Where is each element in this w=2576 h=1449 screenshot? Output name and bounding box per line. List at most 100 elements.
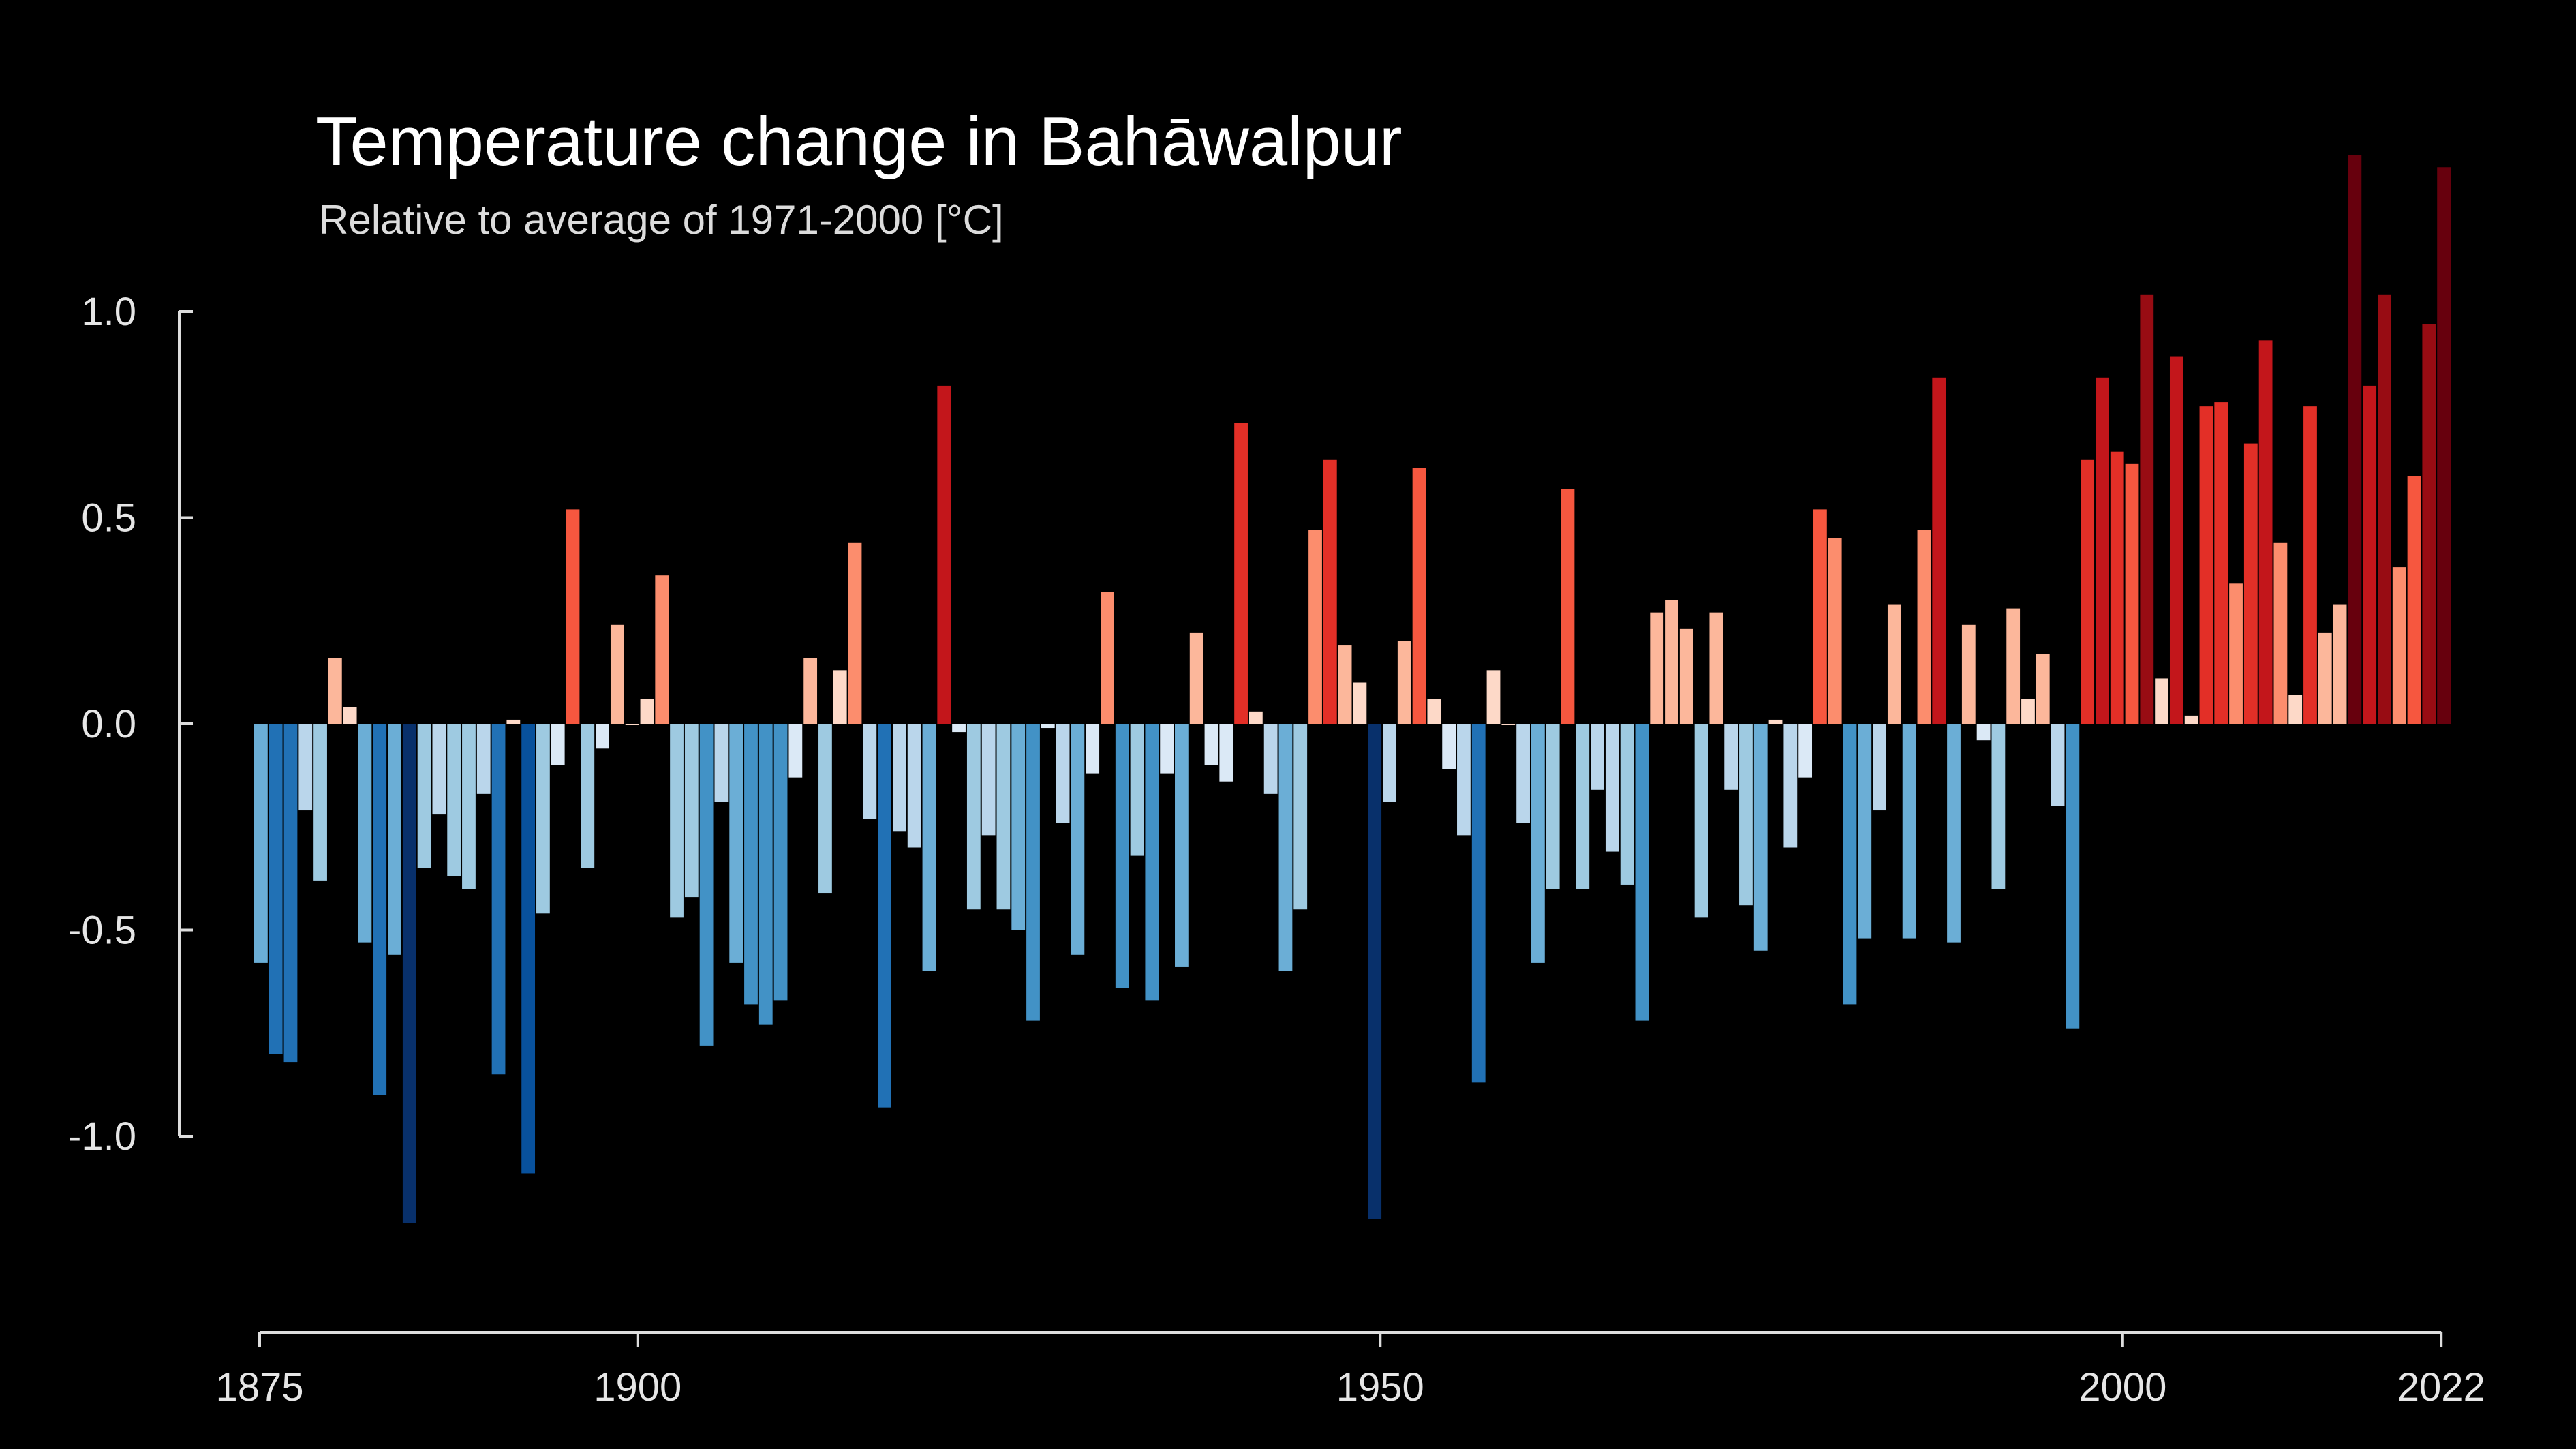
- x-tick-label: 1950: [1336, 1365, 1424, 1409]
- bar-1952: [1397, 641, 1411, 724]
- bar-1909: [758, 724, 773, 1025]
- bar-1912: [803, 658, 818, 724]
- bar-1947: [1323, 459, 1337, 724]
- bar-1898: [596, 724, 609, 749]
- bar-1896: [566, 509, 580, 724]
- bar-1928: [1041, 724, 1055, 729]
- bar-1956: [1457, 724, 1471, 836]
- bar-1998: [2081, 459, 2095, 724]
- bar-1905: [699, 724, 714, 1046]
- bar-1904: [684, 724, 699, 898]
- bar-1999: [2096, 377, 2109, 724]
- bar-1994: [2021, 699, 2035, 724]
- chart-title: Temperature change in Bahāwalpur: [316, 104, 1402, 180]
- bar-1916: [863, 724, 877, 819]
- x-tick-label: 1875: [215, 1365, 303, 1409]
- bar-2001: [2125, 463, 2139, 724]
- bar-2008: [2229, 583, 2243, 724]
- x-tick-label: 2000: [2079, 1365, 2166, 1409]
- bar-1954: [1427, 699, 1441, 724]
- bar-1996: [2051, 724, 2065, 806]
- bar-1878: [298, 724, 313, 811]
- bar-1993: [2006, 608, 2021, 724]
- bar-1876: [269, 724, 283, 1054]
- bar-1940: [1219, 724, 1233, 782]
- bar-2009: [2243, 443, 2258, 724]
- bar-1887: [432, 724, 446, 815]
- bar-1945: [1293, 724, 1308, 910]
- bar-1894: [536, 724, 550, 914]
- bar-1921: [937, 385, 951, 724]
- bar-1976: [1753, 724, 1768, 951]
- bar-1879: [313, 724, 327, 881]
- bar-1982: [1843, 724, 1857, 1005]
- bar-1974: [1724, 724, 1738, 790]
- bar-1889: [462, 724, 476, 889]
- bar-1948: [1338, 645, 1352, 724]
- y-tick-label: -0.5: [68, 909, 136, 953]
- bar-1939: [1204, 724, 1218, 765]
- bar-1907: [729, 724, 743, 963]
- bar-1975: [1739, 724, 1753, 906]
- bar-1910: [773, 724, 788, 1001]
- x-tick-label: 1900: [594, 1365, 681, 1409]
- bar-1968: [1635, 724, 1649, 1021]
- bar-1880: [328, 658, 342, 724]
- bar-1970: [1665, 600, 1678, 724]
- bar-2015: [2333, 604, 2347, 724]
- bar-2002: [2140, 294, 2154, 724]
- y-tick-label: 0.5: [81, 496, 136, 540]
- x-axis: 1875 1900 1950 2000 2022: [215, 1331, 2485, 1409]
- bar-1924: [981, 724, 996, 836]
- bar-2022: [2437, 167, 2451, 724]
- bar-1943: [1263, 724, 1278, 794]
- bar-1964: [1576, 724, 1590, 889]
- bar-1979: [1798, 724, 1813, 778]
- bar-1893: [521, 724, 536, 1174]
- bar-1959: [1501, 724, 1516, 725]
- y-tick-label: -1.0: [68, 1114, 136, 1159]
- bar-1900: [625, 724, 639, 725]
- bar-1965: [1591, 724, 1604, 790]
- bar-2005: [2184, 715, 2198, 724]
- bar-1962: [1546, 724, 1560, 889]
- bar-1936: [1160, 724, 1174, 774]
- bar-2007: [2214, 402, 2228, 724]
- bar-1906: [714, 724, 729, 802]
- bar-1966: [1605, 724, 1619, 852]
- bar-1908: [744, 724, 758, 1005]
- bar-1875: [254, 724, 268, 963]
- bar-2011: [2273, 542, 2288, 724]
- bar-1997: [2066, 724, 2080, 1029]
- bar-1988: [1932, 377, 1946, 724]
- bar-2018: [2378, 294, 2391, 724]
- bar-1971: [1679, 628, 1693, 724]
- bar-1950: [1368, 724, 1382, 1219]
- bar-1930: [1071, 724, 1085, 955]
- bar-1946: [1308, 530, 1322, 724]
- bar-1973: [1709, 612, 1723, 724]
- bar-1903: [670, 724, 684, 918]
- bar-1978: [1783, 724, 1798, 848]
- y-axis: -1.0 -0.5 0.0 0.5 1.0: [68, 290, 193, 1159]
- bar-2000: [2110, 451, 2124, 724]
- bar-1981: [1828, 538, 1842, 724]
- bar-1963: [1561, 489, 1575, 724]
- bar-1927: [1026, 724, 1040, 1021]
- bar-1938: [1189, 632, 1203, 724]
- bar-1941: [1234, 423, 1248, 724]
- bar-2004: [2169, 356, 2183, 724]
- bar-1960: [1516, 724, 1530, 823]
- bar-1883: [373, 724, 387, 1095]
- bar-1926: [1011, 724, 1026, 930]
- bar-1890: [476, 724, 491, 794]
- bar-1984: [1873, 724, 1886, 811]
- bar-2006: [2199, 406, 2213, 724]
- bar-1953: [1412, 468, 1426, 724]
- bar-1957: [1471, 724, 1486, 1083]
- bar-1992: [1991, 724, 2006, 889]
- bar-1882: [358, 724, 372, 943]
- bar-1891: [491, 724, 506, 1075]
- bar-1918: [892, 724, 906, 832]
- bar-1977: [1768, 719, 1783, 724]
